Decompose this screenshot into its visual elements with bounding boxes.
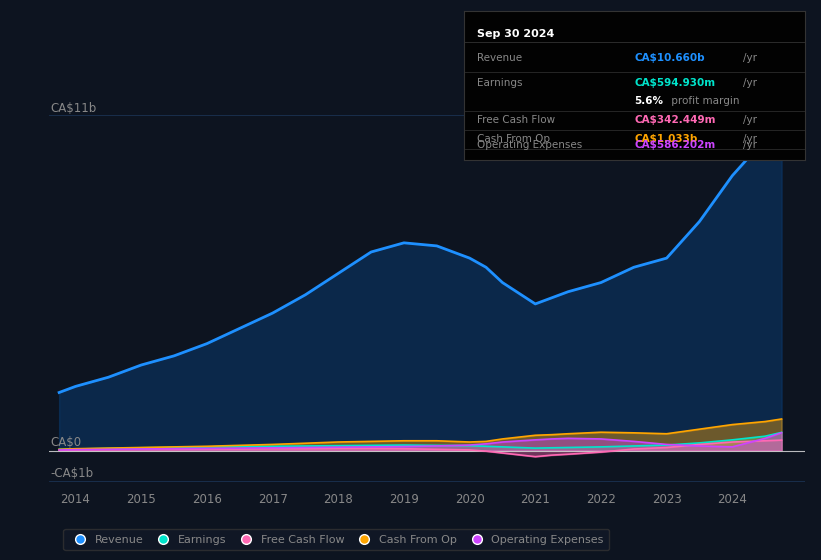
Legend: Revenue, Earnings, Free Cash Flow, Cash From Op, Operating Expenses: Revenue, Earnings, Free Cash Flow, Cash … [63,529,609,550]
Text: /yr: /yr [743,53,757,63]
Text: CA$586.202m: CA$586.202m [635,141,715,150]
Text: CA$342.449m: CA$342.449m [635,115,716,125]
Text: CA$11b: CA$11b [51,101,97,115]
Text: Revenue: Revenue [478,53,523,63]
Text: CA$594.930m: CA$594.930m [635,78,715,88]
Text: 5.6%: 5.6% [635,96,663,106]
Text: /yr: /yr [743,115,757,125]
Text: Operating Expenses: Operating Expenses [478,141,583,150]
Text: /yr: /yr [743,141,757,150]
Text: -CA$1b: -CA$1b [51,466,94,479]
Text: /yr: /yr [743,134,757,144]
Text: Cash From Op: Cash From Op [478,134,551,144]
Text: Earnings: Earnings [478,78,523,88]
Text: profit margin: profit margin [668,96,740,106]
Text: CA$0: CA$0 [51,436,82,449]
Text: CA$10.660b: CA$10.660b [635,53,705,63]
Text: CA$1.033b: CA$1.033b [635,134,698,144]
Text: Sep 30 2024: Sep 30 2024 [478,29,555,39]
Text: /yr: /yr [743,78,757,88]
Text: Free Cash Flow: Free Cash Flow [478,115,556,125]
